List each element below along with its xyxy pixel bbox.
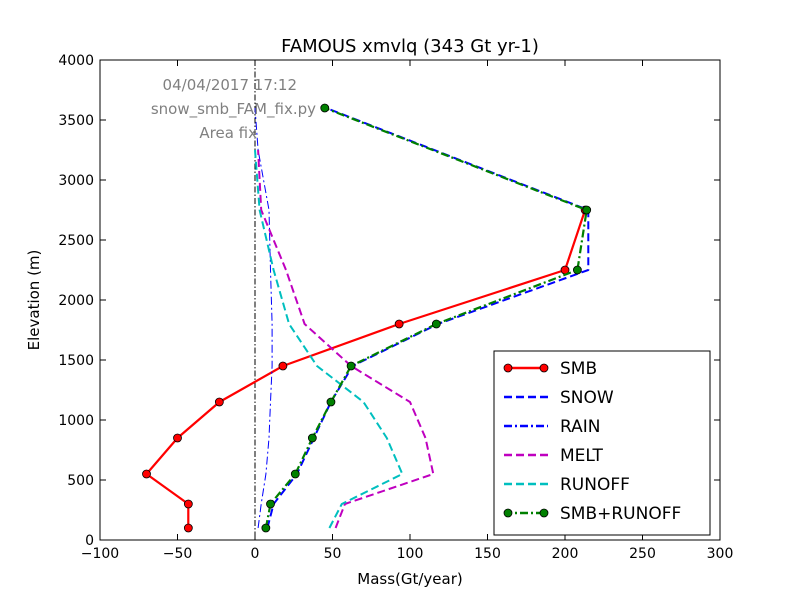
legend-label: SMB+RUNOFF — [560, 504, 681, 524]
data-point — [346, 361, 356, 371]
y-tick-label: 500 — [67, 473, 94, 489]
y-tick-label: 2500 — [58, 233, 94, 249]
y-tick-label: 3500 — [58, 113, 94, 129]
legend-item: SNOW — [504, 388, 614, 408]
legend-label: MELT — [560, 446, 604, 466]
x-tick-label: 250 — [629, 546, 656, 562]
data-point — [214, 397, 224, 407]
legend-label: RUNOFF — [560, 475, 630, 495]
data-point — [431, 319, 441, 329]
legend-marker — [539, 363, 549, 373]
legend-item: RUNOFF — [504, 475, 630, 495]
data-point — [183, 523, 193, 533]
legend-item: SMB — [503, 359, 597, 379]
data-point — [582, 205, 592, 215]
data-point — [266, 499, 275, 509]
data-point — [261, 523, 271, 533]
data-point — [307, 433, 317, 443]
legend-item: SMB+RUNOFF — [503, 504, 681, 524]
legend-box — [493, 350, 711, 536]
data-point — [173, 433, 182, 443]
x-tick-label: 50 — [324, 546, 342, 562]
y-axis-label: Elevation (m) — [25, 250, 43, 351]
series-line — [264, 106, 588, 529]
annotation-group: 04/04/2017 17:12 snow_smb_FAM_fix.py Area … — [151, 76, 316, 142]
data-point — [290, 469, 300, 479]
legend-label: SMB — [560, 359, 597, 379]
data-point — [142, 469, 151, 479]
y-tick-label: 1000 — [58, 413, 94, 429]
y-tick-label: 4000 — [58, 53, 94, 69]
x-tick-label: 150 — [474, 546, 501, 562]
data-point — [573, 265, 582, 275]
legend-marker — [539, 508, 549, 518]
legend-label: RAIN — [560, 417, 600, 437]
series-melt — [257, 149, 435, 529]
x-tick-label: 300 — [707, 546, 734, 562]
data-point — [278, 361, 288, 371]
ticks-group: −100 −50 0 50 100 150 200 250 300050010001500200… — [58, 53, 733, 562]
legend: SMB SNOW RAIN MELT RUNOFF SMB+RUNOFF — [493, 350, 711, 536]
data-point — [394, 319, 404, 329]
x-tick-label: 100 — [397, 546, 424, 562]
y-tick-label: 2000 — [58, 293, 94, 309]
y-tick-label: 0 — [85, 533, 94, 549]
annotation-text: 04/04/2017 17:12 — [163, 76, 297, 94]
series-smb — [142, 205, 590, 533]
legend-item: RAIN — [504, 417, 600, 437]
data-point — [320, 103, 330, 113]
x-tick-label: 0 — [251, 546, 260, 562]
legend-item: MELT — [504, 446, 604, 466]
chart-title: FAMOUS xmvlq (343 Gt yr-1) — [281, 36, 539, 57]
x-tick-label: −50 — [163, 546, 193, 562]
series-line — [257, 149, 435, 529]
x-axis-label: Mass(Gt/year) — [357, 570, 463, 588]
data-point — [326, 397, 336, 407]
series-smb-runoff — [261, 103, 592, 533]
legend-label: SNOW — [560, 388, 614, 408]
data-point — [183, 499, 193, 509]
legend-marker — [503, 508, 513, 518]
annotation-text: Area fix — [199, 124, 257, 142]
y-tick-label: 3000 — [58, 173, 94, 189]
x-tick-label: −100 — [81, 546, 119, 562]
y-tick-label: 1500 — [58, 353, 94, 369]
series-rain — [254, 107, 273, 529]
x-tick-label: 200 — [552, 546, 579, 562]
series-line — [254, 107, 273, 529]
annotation-text: snow_smb_FAM_fix.py — [151, 100, 316, 119]
legend-marker — [503, 363, 513, 373]
series-group — [142, 103, 592, 533]
